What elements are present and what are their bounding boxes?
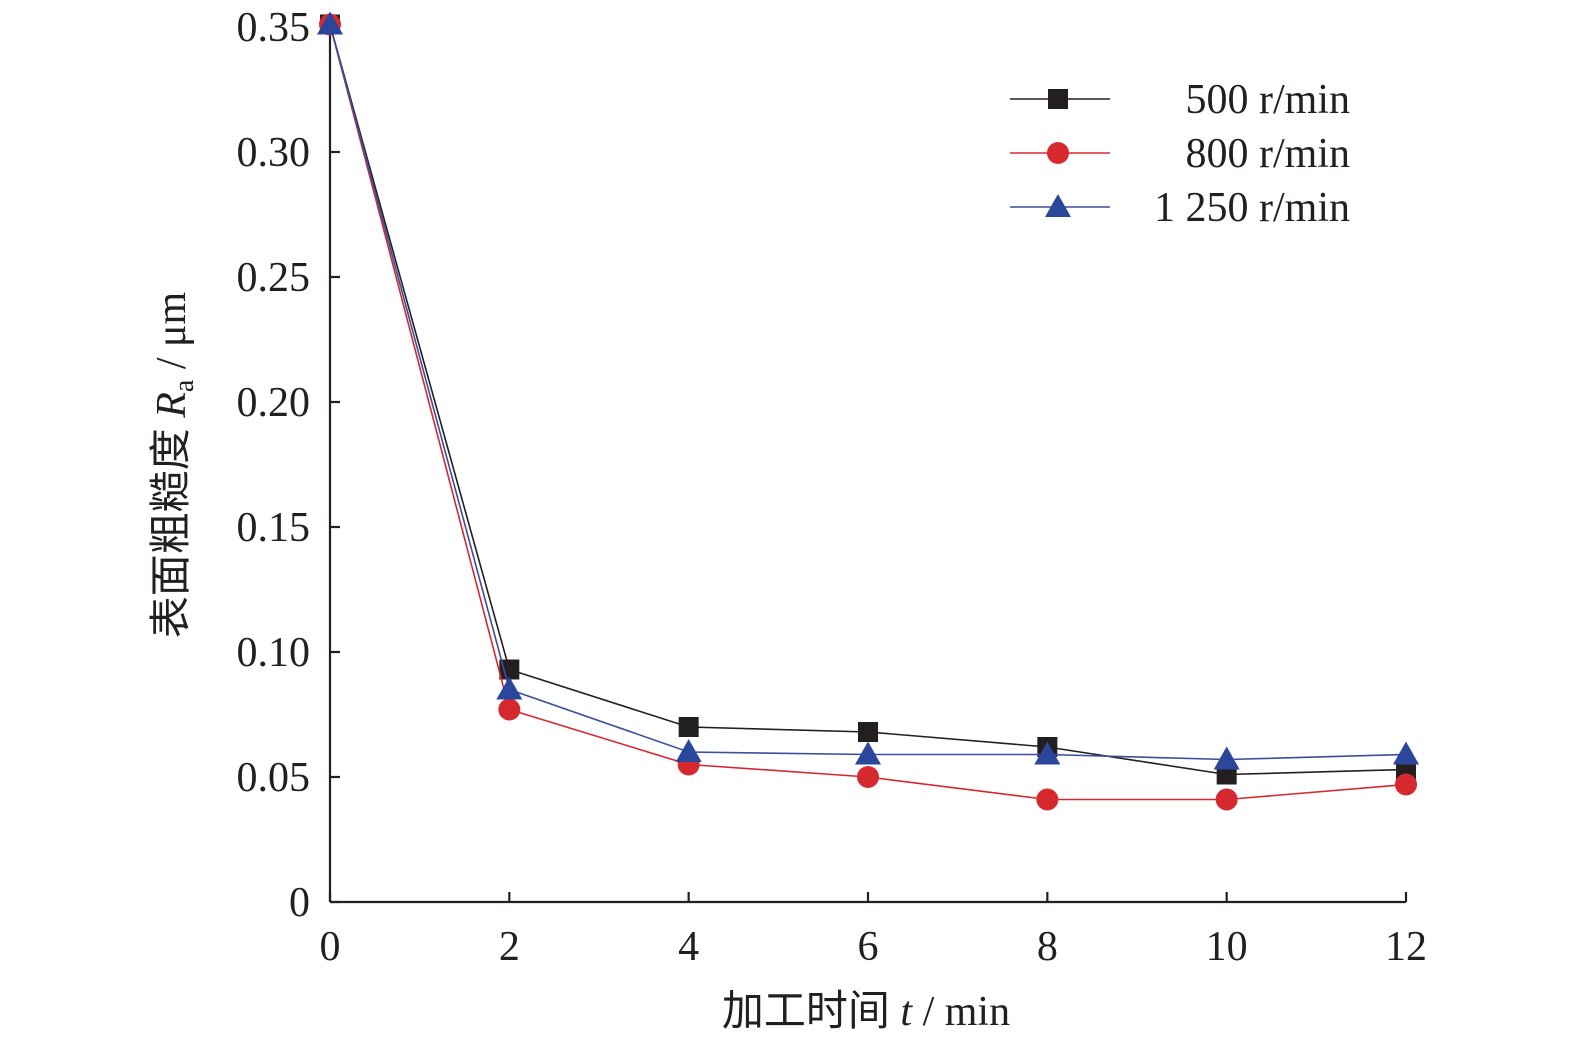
y-tick-label: 0.10 xyxy=(237,630,311,676)
data-point-triangle xyxy=(1034,741,1061,765)
data-point-triangle xyxy=(317,11,343,35)
y-axis-label: 表面粗糙度 Ra / μm xyxy=(149,291,200,638)
legend-item: 800 r/min xyxy=(1010,131,1350,177)
series-layer xyxy=(317,11,1419,811)
x-tick-label: 6 xyxy=(858,924,879,970)
y-axis-label-variable: R xyxy=(149,392,195,419)
y-axis-label-subscript: a xyxy=(169,379,200,392)
x-tick-label: 10 xyxy=(1206,924,1248,970)
data-point-triangle xyxy=(855,741,881,765)
y-axis-label-prefix: 表面粗糙度 xyxy=(149,418,195,639)
x-axis-label-suffix: / min xyxy=(912,989,1010,1035)
y-ticks: 0 0.05 0.10 0.15 0.20 0.25 0.30 0.35 xyxy=(237,5,340,926)
data-point-circle xyxy=(1036,788,1059,811)
data-point-triangle xyxy=(1393,741,1419,765)
legend-label: 800 r/min xyxy=(1186,131,1351,177)
data-point-circle xyxy=(857,766,879,788)
legend-label: 500 r/min xyxy=(1186,77,1351,123)
y-tick-label: 0.20 xyxy=(237,380,311,426)
y-tick-label: 0.25 xyxy=(237,255,311,301)
legend-marker-square xyxy=(1048,89,1068,109)
x-tick-label: 12 xyxy=(1385,924,1427,970)
x-axis-label: 加工时间 t / min xyxy=(722,989,1010,1035)
x-tick-label: 4 xyxy=(678,924,699,970)
legend-label: 1 250 r/min xyxy=(1154,185,1350,231)
series-triangle xyxy=(317,11,1419,770)
y-tick-label: 0.35 xyxy=(237,5,311,51)
data-point-triangle xyxy=(1213,746,1240,770)
data-point-circle xyxy=(498,698,521,721)
series-square xyxy=(320,14,1416,785)
legend-item: 1 250 r/min xyxy=(1010,185,1350,231)
y-axis-label-suffix: / μm xyxy=(149,291,195,379)
y-tick-label: 0.15 xyxy=(237,505,311,551)
legend-marker-circle xyxy=(1047,142,1069,164)
x-tick-label: 2 xyxy=(499,924,520,970)
series-circle xyxy=(319,13,1417,811)
data-point-circle xyxy=(1395,773,1417,796)
data-point-square xyxy=(678,717,699,737)
data-point-square xyxy=(858,722,878,742)
legend-item: 500 r/min xyxy=(1010,77,1350,123)
x-ticks: 0 2 4 6 8 10 12 xyxy=(320,892,1427,970)
data-point-triangle xyxy=(675,739,702,762)
legend: 500 r/min 800 r/min 1 250 r/min xyxy=(1010,77,1350,231)
y-tick-label: 0.05 xyxy=(237,755,311,801)
x-axis-label-variable: t xyxy=(900,989,913,1035)
x-axis-label-prefix: 加工时间 xyxy=(722,989,901,1035)
legend-marker-triangle xyxy=(1045,194,1071,217)
x-tick-label: 0 xyxy=(320,924,341,970)
data-point-triangle xyxy=(496,676,523,700)
y-tick-label: 0.30 xyxy=(237,130,311,176)
data-point-square xyxy=(499,659,520,680)
data-point-circle xyxy=(1215,788,1238,811)
y-tick-label: 0 xyxy=(289,880,310,926)
x-tick-label: 8 xyxy=(1037,924,1058,970)
